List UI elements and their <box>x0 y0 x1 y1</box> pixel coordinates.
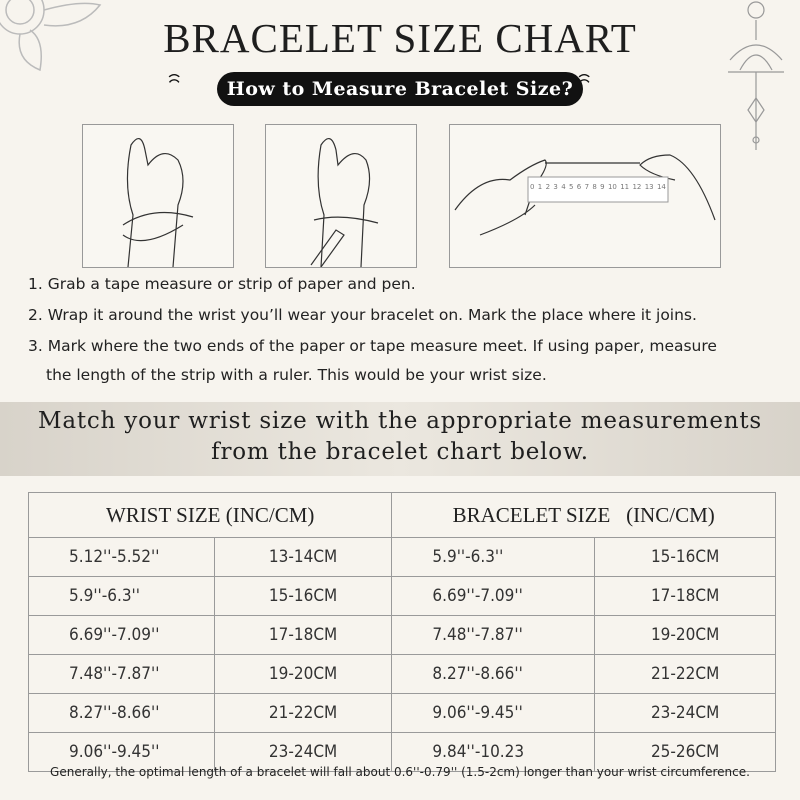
table-cell: 19-20CM <box>594 615 776 655</box>
match-band <box>0 402 800 476</box>
table-cell: 5.9''-6.3'' <box>391 537 596 577</box>
table-cell: 7.48''-7.87'' <box>391 615 596 655</box>
table-cell: 13-14CM <box>213 537 393 577</box>
table-row: 8.27''-8.66'' 21-22CM 9.06''-9.45'' 23-24CM <box>28 693 776 733</box>
page-title: BRACELET SIZE CHART <box>163 15 637 61</box>
table-cell: 15-16CM <box>213 576 393 616</box>
table-cell: 5.9''-6.3'' <box>28 576 215 616</box>
size-table: WRIST SIZE (INC/CM) BRACELET SIZE (INC/CM… <box>27 492 776 772</box>
table-row: 5.9''-6.3'' 15-16CM 6.69''-7.09'' 17-18CM <box>28 576 776 616</box>
footnote: Generally, the optimal length of a brace… <box>50 765 750 779</box>
table-cell: 17-18CM <box>594 576 776 616</box>
table-row: 5.12''-5.52'' 13-14CM 5.9''-6.3'' 15-16CM <box>28 537 776 577</box>
match-line-2: from the bracelet chart below. <box>211 439 589 465</box>
table-cell: 8.27''-8.66'' <box>28 693 215 733</box>
table-cell: 19-20CM <box>213 654 393 694</box>
illustration-hand-mark <box>265 124 417 268</box>
table-row: 6.69''-7.09'' 17-18CM 7.48''-7.87'' 19-20CM <box>28 615 776 655</box>
illustration-ruler: 0 1 2 3 4 5 6 7 8 9 10 11 12 13 14 <box>449 124 721 268</box>
table-row: 7.48''-7.87'' 19-20CM 8.27''-8.66'' 21-22CM <box>28 654 776 694</box>
illustration-hand-tape <box>82 124 234 268</box>
step-1: 1. Grab a tape measure or strip of paper… <box>28 275 416 293</box>
header-bracelet: BRACELET SIZE (INC/CM) <box>391 492 776 538</box>
table-cell: 8.27''-8.66'' <box>391 654 596 694</box>
subtitle-pill: How to Measure Bracelet Size? <box>217 72 583 106</box>
table-cell: 9.06''-9.45'' <box>28 732 215 772</box>
table-header: WRIST SIZE (INC/CM) BRACELET SIZE (INC/CM… <box>27 492 776 538</box>
table-cell: 23-24CM <box>213 732 393 772</box>
table-cell: 17-18CM <box>213 615 393 655</box>
table-cell: 7.48''-7.87'' <box>28 654 215 694</box>
step-3-cont: the length of the strip with a ruler. Th… <box>46 366 547 384</box>
table-cell: 9.06''-9.45'' <box>391 693 596 733</box>
table-cell: 21-22CM <box>594 654 776 694</box>
table-cell: 9.84''-10.23 <box>391 732 596 772</box>
table-cell: 23-24CM <box>594 693 776 733</box>
mandala-ornament-icon <box>0 0 102 72</box>
ruler-scale: 0 1 2 3 4 5 6 7 8 9 10 11 12 13 14 <box>530 183 666 191</box>
table-cell: 25-26CM <box>594 732 776 772</box>
table-cell: 15-16CM <box>594 537 776 577</box>
match-line-1: Match your wrist size with the appropria… <box>37 408 763 434</box>
table-cell: 5.12''-5.52'' <box>28 537 215 577</box>
step-3: 3. Mark where the two ends of the paper … <box>28 337 717 355</box>
lotus-ornament-icon <box>728 1 784 150</box>
table-cell: 6.69''-7.09'' <box>28 615 215 655</box>
table-row: 9.06''-9.45'' 23-24CM 9.84''-10.23 25-26CM <box>28 732 776 772</box>
table-cell: 6.69''-7.09'' <box>391 576 596 616</box>
header-wrist: WRIST SIZE (INC/CM) <box>27 492 393 538</box>
table-cell: 21-22CM <box>213 693 393 733</box>
step-2: 2. Wrap it around the wrist you’ll wear … <box>28 306 697 324</box>
